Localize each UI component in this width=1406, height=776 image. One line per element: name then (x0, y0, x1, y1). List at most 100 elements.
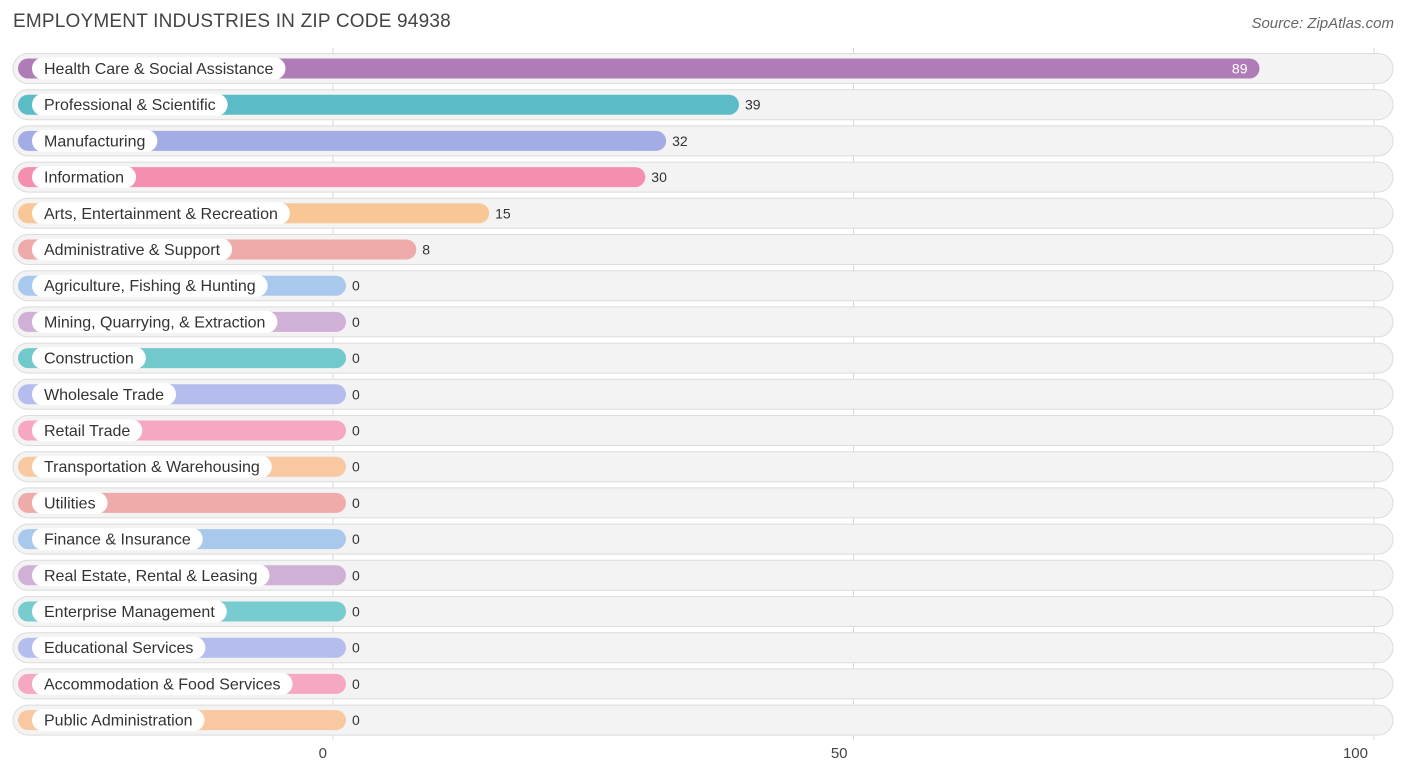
x-axis-ticks: 0 50 100 (319, 745, 1368, 762)
source-note: Source: ZipAtlas.com (1251, 15, 1394, 32)
bar-row: Retail Trade 0 (12, 415, 1394, 446)
bar (18, 167, 646, 188)
row-background (12, 342, 1394, 374)
bar-row: Real Estate, Rental & Leasing 0 (12, 559, 1394, 591)
x-tick-label: 0 (319, 745, 327, 762)
label-pill (32, 238, 233, 261)
category-label: Utilities (44, 495, 96, 512)
value-label: 0 (352, 676, 360, 692)
bar-row: Wholesale Trade 0 (12, 378, 1394, 410)
value-label: 89 (1232, 61, 1248, 77)
bar-row: Information 30 (12, 161, 1394, 193)
bar-row: Manufacturing 32 (12, 125, 1394, 157)
row-background (12, 270, 1394, 302)
bar-row: Accommodation & Food Services 0 (12, 668, 1394, 700)
value-label: 0 (352, 423, 360, 439)
category-label: Professional & Scientific (44, 97, 216, 114)
bar-row: Transportation & Warehousing 0 (12, 451, 1394, 483)
category-label: Agriculture, Fishing & Hunting (44, 278, 256, 295)
bar-row: Arts, Entertainment & Recreation 15 (12, 197, 1394, 229)
bar-row: Enterprise Management 0 (12, 596, 1394, 627)
label-pill (32, 310, 278, 333)
value-label: 0 (352, 495, 360, 511)
bar-row: Utilities 0 (12, 487, 1394, 519)
bar-row: Professional & Scientific 39 (12, 89, 1394, 121)
bar-row: Public Administration 0 (12, 704, 1394, 736)
bar (18, 130, 667, 151)
category-label: Transportation & Warehousing (44, 459, 260, 476)
value-label: 0 (352, 350, 360, 366)
value-label: 0 (352, 314, 360, 330)
label-pill (32, 166, 137, 189)
category-label: Finance & Insurance (44, 532, 191, 549)
category-label: Educational Services (44, 640, 193, 657)
label-pill (32, 564, 270, 587)
x-tick-label: 50 (831, 745, 848, 762)
label-pill (32, 419, 143, 442)
label-pill (32, 274, 268, 297)
value-label: 39 (745, 97, 761, 113)
category-label: Information (44, 170, 124, 187)
label-pill (32, 528, 203, 551)
row-background (12, 632, 1394, 664)
x-tick-label: 100 (1343, 745, 1368, 762)
category-label: Wholesale Trade (44, 387, 164, 404)
bar (18, 58, 1260, 79)
bar-row: Health Care & Social Assistance 89 (12, 53, 1394, 84)
chart-title: EMPLOYMENT INDUSTRIES IN ZIP CODE 94938 (13, 11, 451, 32)
label-pill (32, 93, 228, 116)
bar-row: Administrative & Support 8 (12, 234, 1394, 265)
value-label: 0 (352, 278, 360, 294)
value-label: 0 (352, 712, 360, 728)
row-background (12, 559, 1394, 591)
value-label: 8 (422, 242, 430, 258)
label-pill (32, 129, 158, 152)
row-background (12, 487, 1394, 519)
category-label: Arts, Entertainment & Recreation (44, 206, 278, 223)
label-pill (32, 347, 146, 370)
row-background (12, 378, 1394, 410)
label-pill (32, 709, 205, 732)
value-label: 30 (651, 169, 667, 185)
rows-layer: Health Care & Social Assistance 89 Profess… (12, 53, 1394, 736)
row-background (12, 668, 1394, 700)
category-label: Mining, Quarrying, & Extraction (44, 314, 265, 331)
label-pill (32, 455, 272, 478)
value-label: 0 (352, 640, 360, 656)
category-label: Retail Trade (44, 423, 130, 440)
bar-row: Educational Services 0 (12, 632, 1394, 664)
category-label: Administrative & Support (44, 242, 221, 259)
value-label: 0 (352, 459, 360, 475)
row-background (12, 523, 1394, 555)
bar-row: Agriculture, Fishing & Hunting 0 (12, 270, 1394, 302)
category-label: Real Estate, Rental & Leasing (44, 568, 257, 585)
category-label: Health Care & Social Assistance (44, 61, 274, 78)
label-pill (32, 491, 108, 514)
category-label: Accommodation & Food Services (44, 676, 281, 693)
bar-row: Mining, Quarrying, & Extraction 0 (12, 306, 1394, 338)
label-pill (32, 57, 286, 80)
bar-row: Construction 0 (12, 342, 1394, 374)
row-background (12, 451, 1394, 483)
row-background (12, 704, 1394, 736)
label-pill (32, 672, 293, 695)
row-background (12, 306, 1394, 338)
label-pill (32, 636, 206, 659)
value-label: 15 (495, 205, 511, 221)
category-label: Manufacturing (44, 133, 145, 150)
bar-row: Finance & Insurance 0 (12, 523, 1394, 555)
row-background (12, 596, 1394, 627)
value-label: 0 (352, 604, 360, 620)
label-pill (32, 600, 227, 623)
value-label: 32 (672, 133, 688, 149)
category-label: Enterprise Management (44, 604, 215, 621)
value-label: 0 (352, 567, 360, 583)
category-label: Construction (44, 351, 134, 368)
value-label: 0 (352, 531, 360, 547)
category-label: Public Administration (44, 713, 193, 730)
label-pill (32, 383, 177, 406)
row-background (12, 415, 1394, 446)
value-label: 0 (352, 386, 360, 402)
label-pill (32, 202, 290, 225)
